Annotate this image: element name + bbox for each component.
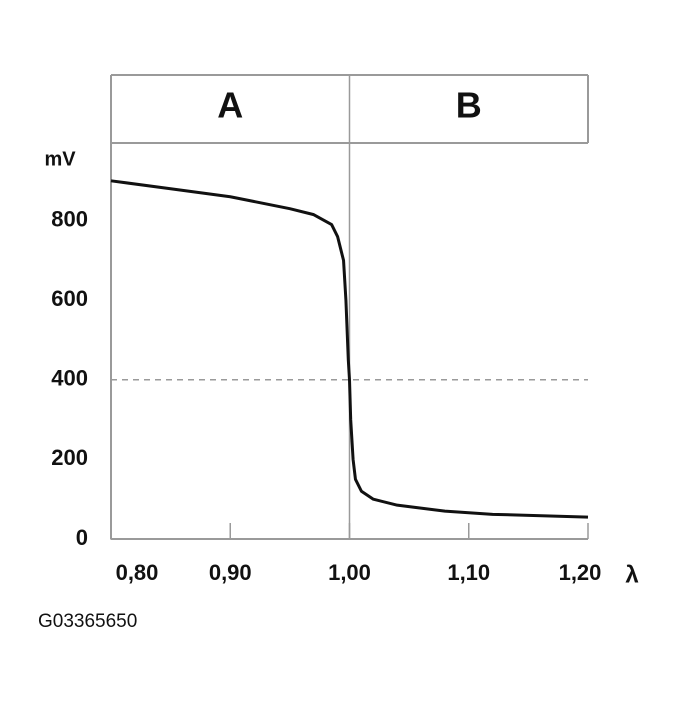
figure-id: G03365650 xyxy=(38,611,137,632)
y-unit: mV xyxy=(44,148,76,170)
x-unit: λ xyxy=(625,561,638,588)
y-tick-label: 400 xyxy=(51,366,88,391)
y-tick-label: 800 xyxy=(51,206,88,231)
region-label: A xyxy=(217,85,243,126)
y-tick-label: 0 xyxy=(76,525,88,550)
curve xyxy=(110,179,589,519)
region-label: B xyxy=(456,85,482,126)
y-tick-label: 200 xyxy=(51,445,88,470)
x-tick-label: 1,10 xyxy=(447,560,490,585)
x-tick-label: 0,80 xyxy=(116,560,159,585)
x-tick-label: 1,00 xyxy=(328,560,371,585)
y-tick-label: 600 xyxy=(51,286,88,311)
x-tick-label: 0,90 xyxy=(209,560,252,585)
x-tick-label: 1,20 xyxy=(559,560,602,585)
